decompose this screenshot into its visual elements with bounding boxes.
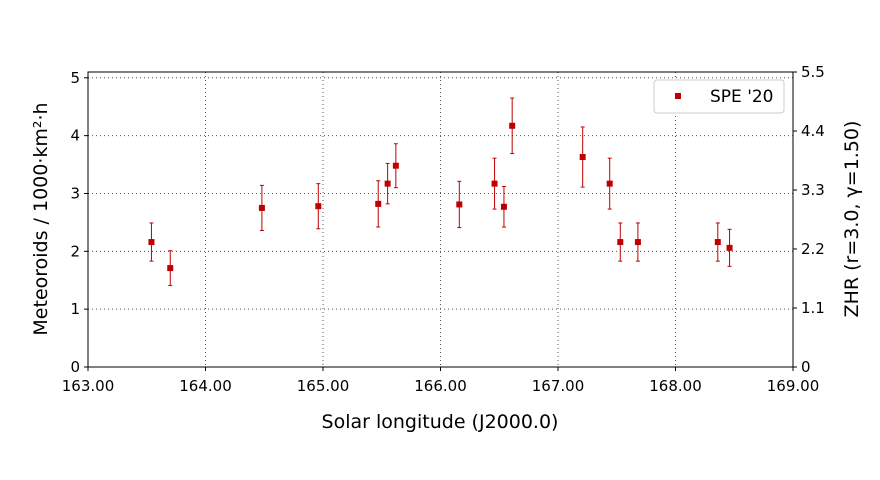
data-point [384,180,391,187]
data-point [500,203,507,210]
data-point-group [634,222,641,262]
data-point-group [726,228,733,267]
data-point [375,200,382,207]
y-axis-label: Meteoroids / 1000·km²·h [30,102,52,335]
y-tick-label: 1 [70,300,80,318]
data-point [167,265,174,272]
x-axis-label: Solar longitude (J2000.0) [322,411,559,433]
data-point [509,122,516,129]
data-point [148,239,155,246]
x-axis-ticks: 163.00 164.00 165.00 166.00 167.00 168.00 169.… [62,367,820,395]
data-point [606,180,613,187]
data-point [634,239,641,246]
data-point-group [167,250,174,286]
data-point [726,244,733,251]
legend-box [653,79,785,114]
data-point-group [617,222,624,262]
data-point-group [148,222,155,262]
data-point-group [579,126,586,188]
data-point-group [315,183,322,230]
x-tick-label: 167.00 [532,377,585,395]
x-tick-label: 169.00 [767,377,820,395]
y-tick-label: 2 [70,242,80,260]
x-tick-label: 165.00 [297,377,350,395]
data-point [714,239,721,246]
data-point [392,162,399,169]
y-axis-right-label: ZHR (r=3.0, γ=1.50) [841,121,863,318]
data-point-group [500,186,507,228]
legend: SPE '20 [653,79,785,114]
y-axis-right-ticks: 0 1.1 2.2 3.3 4.4 5.5 [793,63,825,376]
y-right-tick-label: 4.4 [801,122,825,140]
x-tick-label: 163.00 [62,377,115,395]
grid [88,72,793,367]
y-right-tick-label: 1.1 [801,299,825,317]
data-point [579,154,586,161]
y-right-tick-label: 5.5 [801,63,825,81]
data-point [258,204,265,211]
y-right-tick-label: 3.3 [801,181,825,199]
data-point-group [491,157,498,210]
legend-marker [675,93,681,99]
data-point-group [375,180,382,228]
data-point-group [392,143,399,189]
data-point [617,239,624,246]
data-point-group [258,184,265,231]
x-tick-label: 166.00 [414,377,467,395]
data-point-group [606,157,613,210]
x-tick-label: 164.00 [179,377,232,395]
data-point-group [456,180,463,229]
data-point-group [509,97,516,155]
y-right-tick-label: 0 [801,358,811,376]
series-layer [148,97,733,286]
x-tick-label: 168.00 [649,377,702,395]
data-point [456,201,463,208]
data-point-group [384,162,391,205]
y-tick-label: 4 [70,127,80,145]
y-axis-ticks: 0 1 2 3 4 5 [70,69,88,376]
y-tick-label: 0 [70,358,80,376]
data-point-group [714,222,721,262]
legend-label: SPE '20 [710,87,774,107]
data-point [491,180,498,187]
y-right-tick-label: 2.2 [801,240,825,258]
data-point [315,203,322,210]
y-tick-label: 5 [70,69,80,87]
y-tick-label: 3 [70,184,80,202]
